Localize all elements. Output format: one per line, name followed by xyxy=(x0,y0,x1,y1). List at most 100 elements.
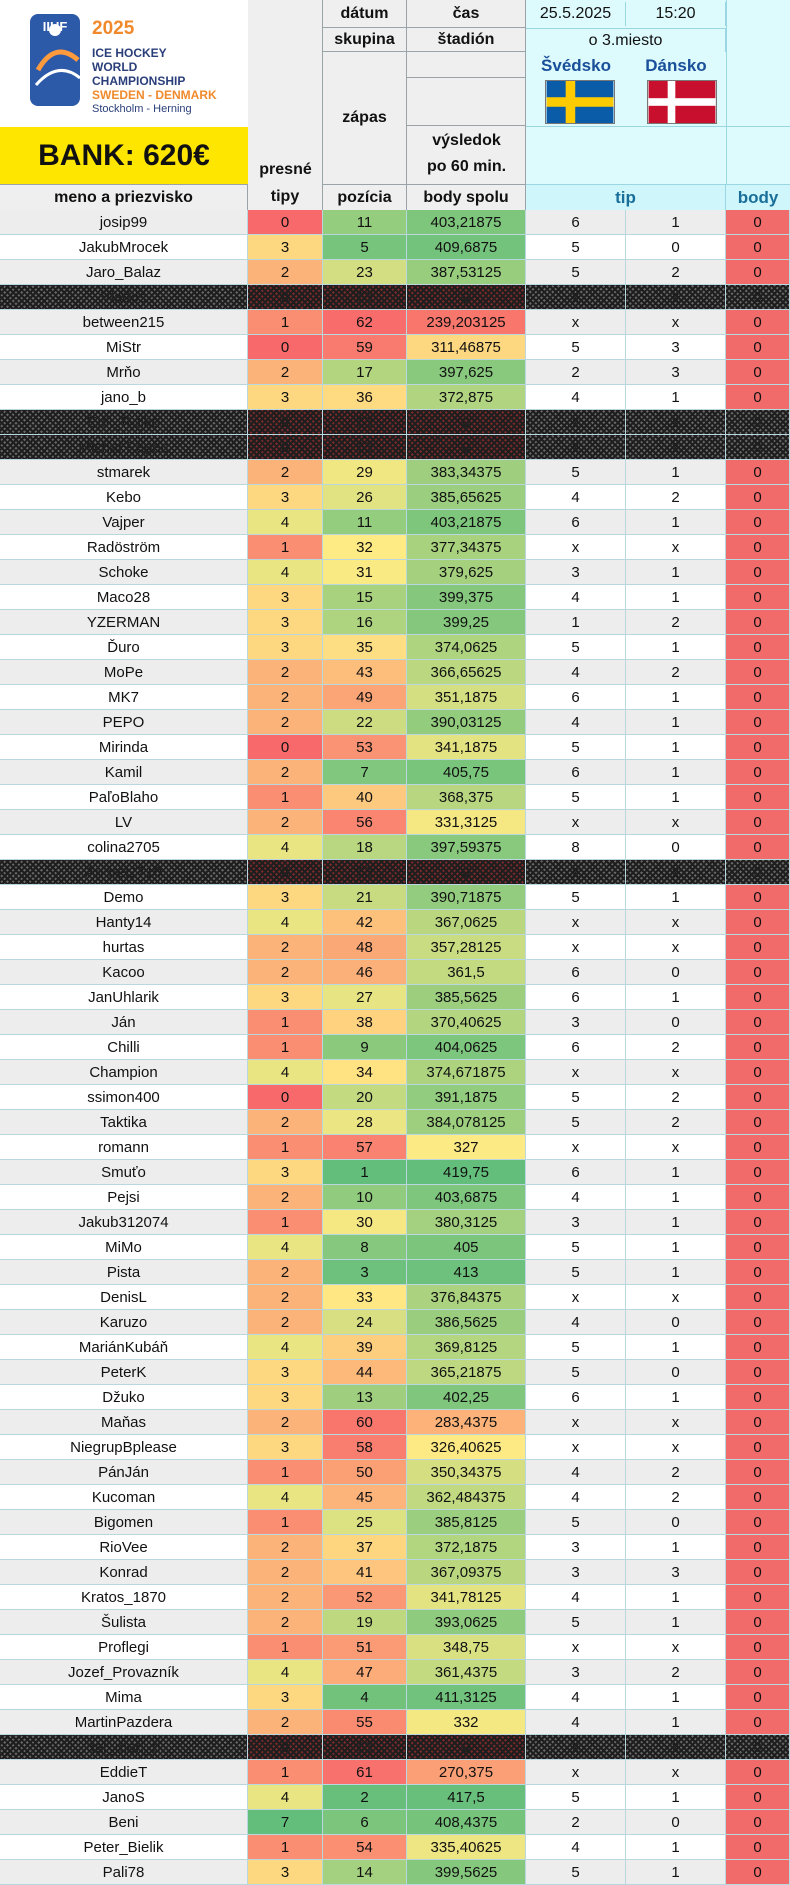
cell-t2: 0 xyxy=(626,960,726,985)
cell-pts: 417,5 xyxy=(407,1785,526,1810)
cell-pos: 39 xyxy=(323,1335,407,1360)
cell-body: 0 xyxy=(726,735,790,760)
table-row: MiMo 4 8 405 5 1 0 xyxy=(0,1235,790,1260)
cell-pts: 409,6875 xyxy=(407,235,526,260)
cell-pos: 2 xyxy=(323,1785,407,1810)
cell-name: Mirinda xyxy=(0,735,248,760)
cell-pts: 326,40625 xyxy=(407,1435,526,1460)
cell-pos: 44 xyxy=(323,1360,407,1385)
table-row: Maco28 3 15 399,375 4 1 0 xyxy=(0,585,790,610)
cell-name: JanUhlarik xyxy=(0,985,248,1010)
cell-exact: 1 xyxy=(248,1760,323,1785)
cell-pts: 0 xyxy=(407,1735,526,1760)
cell-body: 0 xyxy=(726,1785,790,1810)
cell-pos: 27 xyxy=(323,985,407,1010)
table-row: Smuťo 3 1 419,75 6 1 0 xyxy=(0,1160,790,1185)
cell-pts: 377,34375 xyxy=(407,535,526,560)
cell-t1: x xyxy=(526,410,626,435)
bank-amount: BANK: 620€ xyxy=(0,127,248,184)
cell-t2: 0 xyxy=(626,835,726,860)
table-row: Kratos_1870 2 52 341,78125 4 1 0 xyxy=(0,1585,790,1610)
cell-name: Schoke xyxy=(0,560,248,585)
cell-exact: 2 xyxy=(248,685,323,710)
cell-pos: 21 xyxy=(323,885,407,910)
cell-exact: 3 xyxy=(248,1860,323,1885)
cell-name: MiMo xyxy=(0,1235,248,1260)
cell-t1: 3 xyxy=(526,1010,626,1035)
cell-pos: 41 xyxy=(323,1560,407,1585)
cell-name: Andrej2710 xyxy=(0,860,248,885)
cell-t1: 3 xyxy=(526,1560,626,1585)
cell-pts: 366,65625 xyxy=(407,660,526,685)
cell-t2: x xyxy=(626,910,726,935)
cell-name: Jakub312074 xyxy=(0,1210,248,1235)
cell-exact: 4 xyxy=(248,1060,323,1085)
cell-body: 0 xyxy=(726,310,790,335)
cell-name: Erik_Rojko xyxy=(0,410,248,435)
cell-name: colina2705 xyxy=(0,835,248,860)
cell-pos: 28 xyxy=(323,1110,407,1135)
table-row: Ďuro 3 35 374,0625 5 1 0 xyxy=(0,635,790,660)
cell-name: Džuko xyxy=(0,1385,248,1410)
cell-name: Šulista xyxy=(0,1610,248,1635)
cell-pos: 40 xyxy=(323,785,407,810)
championship-emblem-icon xyxy=(30,14,81,106)
cell-name: between215 xyxy=(0,310,248,335)
cell-t1: 5 xyxy=(526,635,626,660)
cell-exact: 3 xyxy=(248,635,323,660)
cell-pts: 350,34375 xyxy=(407,1460,526,1485)
cell-t1: x xyxy=(526,1135,626,1160)
cell-t2: x xyxy=(626,285,726,310)
cell-pts: 386,5625 xyxy=(407,1310,526,1335)
cell-pos: 60 xyxy=(323,1410,407,1435)
table-row: Kebo 3 26 385,65625 4 2 0 xyxy=(0,485,790,510)
cell-pts: 369,8125 xyxy=(407,1335,526,1360)
cell-name: hurtas xyxy=(0,935,248,960)
cell-body: 0 xyxy=(726,1860,790,1885)
cell-exact: 3 xyxy=(248,1435,323,1460)
cell-pos: 33 xyxy=(323,1285,407,1310)
cell-exact: 1 xyxy=(248,310,323,335)
cell-t2: 1 xyxy=(626,685,726,710)
cell-t2: 1 xyxy=(626,1210,726,1235)
cell-pos: 56 xyxy=(323,810,407,835)
cell-name: romann xyxy=(0,1135,248,1160)
cell-name: josip99 xyxy=(0,210,248,235)
cell-body: 0 xyxy=(726,960,790,985)
presne-label: presné xyxy=(259,161,312,178)
cell-body: 0 xyxy=(726,1210,790,1235)
table-row: Konrad 2 41 367,09375 3 3 0 xyxy=(0,1560,790,1585)
table-row: ssimon400 0 20 391,1875 5 2 0 xyxy=(0,1085,790,1110)
logo-line4: SWEDEN - DENMARK xyxy=(92,88,217,102)
cell-body: 0 xyxy=(726,1460,790,1485)
cell-body: 0 xyxy=(726,385,790,410)
cell-exact: 1 xyxy=(248,1010,323,1035)
cell-t2: 2 xyxy=(626,1660,726,1685)
cell-exact: 2 xyxy=(248,1710,323,1735)
cell-exact: 1 xyxy=(248,1035,323,1060)
cell-pts: 368,375 xyxy=(407,785,526,810)
cell-exact: 2 xyxy=(248,1110,323,1135)
cell-t1: 5 xyxy=(526,1085,626,1110)
cell-pos: 62 xyxy=(323,310,407,335)
cell-t1: 4 xyxy=(526,1585,626,1610)
cas-label: čas xyxy=(407,0,526,28)
cell-body: 0 xyxy=(726,1435,790,1460)
cell-body: 0 xyxy=(726,560,790,585)
cell-exact: 0 xyxy=(248,1085,323,1110)
cell-t1: x xyxy=(526,935,626,960)
cell-pos: 47 xyxy=(323,1660,407,1685)
cell-t1: 6 xyxy=(526,210,626,235)
cell-exact: 4 xyxy=(248,1335,323,1360)
cell-t1: x xyxy=(526,1285,626,1310)
cell-exact: 2 xyxy=(248,935,323,960)
cell-pos: 9 xyxy=(323,1035,407,1060)
cell-t1: 5 xyxy=(526,885,626,910)
cell-body: 0 xyxy=(726,460,790,485)
table-row: PaľoBlaho 1 40 368,375 5 1 0 xyxy=(0,785,790,810)
cell-pos: 26 xyxy=(323,485,407,510)
cell-name: Mrňo xyxy=(0,360,248,385)
cell-exact: 3 xyxy=(248,1360,323,1385)
cell-pos: 7 xyxy=(323,760,407,785)
cell-exact: 2 xyxy=(248,1560,323,1585)
